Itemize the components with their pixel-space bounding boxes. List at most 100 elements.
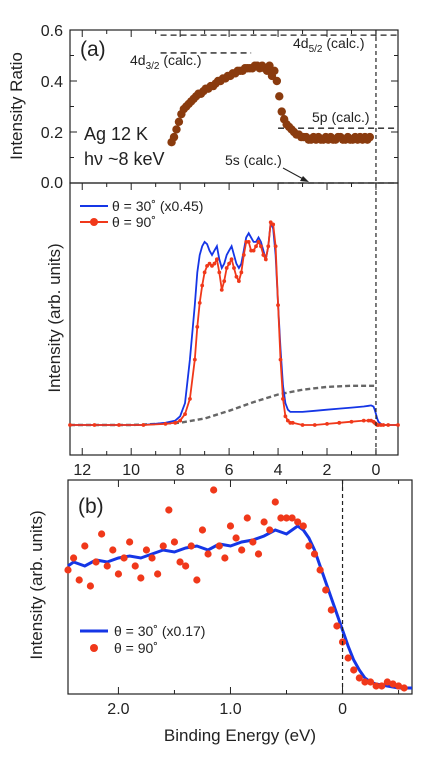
ratio-data-point bbox=[169, 132, 179, 142]
calc-level-lines bbox=[160, 34, 398, 184]
panel-b-point-theta-90 bbox=[198, 526, 207, 534]
panel-b-point-theta-90 bbox=[131, 562, 139, 570]
spectra-x-tick-label: 10 bbox=[122, 462, 140, 479]
spectra-x-tick-label: 0 bbox=[372, 462, 381, 479]
series-point-theta-90 bbox=[219, 287, 224, 292]
annotation-5p: 5p (calc.) bbox=[312, 109, 370, 125]
panel-b-point-theta-90 bbox=[148, 554, 156, 562]
series-point-theta-90 bbox=[210, 263, 214, 268]
panel-b-point-theta-90 bbox=[243, 514, 251, 522]
panel-b-point-theta-90 bbox=[159, 542, 167, 550]
sample-info-line2: hν ~8 keV bbox=[84, 149, 165, 169]
spectra-x-tick-label: 12 bbox=[73, 462, 91, 479]
panel-b-point-theta-90 bbox=[282, 514, 291, 522]
panel-b-x-tick-label: 0 bbox=[338, 701, 347, 718]
legend-marker-90deg-b bbox=[90, 644, 98, 652]
series-point-theta-90 bbox=[205, 263, 209, 268]
ratio-data-point bbox=[275, 92, 284, 101]
annotation-4d52: 4d5/2 (calc.) bbox=[293, 35, 364, 55]
series-point-theta-90 bbox=[276, 303, 280, 307]
series-point-theta-90 bbox=[222, 279, 227, 284]
series-point-theta-90 bbox=[281, 396, 285, 401]
series-line-theta-30 bbox=[70, 221, 398, 426]
series-point-theta-90 bbox=[212, 261, 217, 266]
series-point-theta-90 bbox=[271, 222, 276, 227]
panel-b-point-theta-90 bbox=[193, 576, 201, 584]
panel-b-point-theta-90 bbox=[316, 566, 324, 574]
panel-b-point-theta-90 bbox=[182, 562, 190, 570]
series-point-theta-90 bbox=[200, 283, 205, 288]
series-point-theta-90 bbox=[234, 274, 239, 279]
series-point-theta-90 bbox=[386, 423, 391, 427]
series-point-theta-90 bbox=[300, 423, 305, 427]
series-point-theta-90 bbox=[246, 239, 251, 244]
legend-marker-90deg bbox=[90, 218, 98, 226]
series-point-theta-90 bbox=[195, 325, 200, 329]
panel-b-plot-frame bbox=[67, 479, 413, 695]
panel-b-x-tick-labels: 2.0 1.0 0 bbox=[107, 701, 347, 718]
panel-b-point-theta-90 bbox=[109, 546, 117, 554]
background-dashed-curve bbox=[70, 384, 376, 427]
panel-b-point-theta-90 bbox=[260, 518, 268, 526]
panel-b-point-theta-90 bbox=[142, 546, 151, 554]
panel-a-spectra: 12 10 8 6 4 2 0 Intensity (arb. units) θ = 30˚… bbox=[45, 182, 400, 479]
annotation-4d32: 4d3/2 (calc.) bbox=[130, 52, 201, 72]
panel-b-point-theta-90 bbox=[210, 486, 218, 494]
panel-b-point-theta-90 bbox=[366, 678, 375, 686]
ratio-data-point bbox=[272, 76, 282, 86]
series-point-theta-90 bbox=[202, 270, 207, 275]
panel-b-point-theta-90 bbox=[344, 654, 352, 662]
ratio-data-point bbox=[277, 107, 286, 116]
panel-b-point-theta-90 bbox=[271, 498, 279, 506]
panel-b-point-theta-90 bbox=[378, 682, 386, 690]
series-point-theta-90 bbox=[349, 419, 354, 424]
panel-b-point-theta-90 bbox=[400, 684, 408, 692]
series-point-theta-90 bbox=[227, 261, 232, 266]
series-point-theta-90 bbox=[229, 257, 234, 262]
panel-b-point-theta-90 bbox=[81, 542, 89, 550]
panel-b-point-theta-90 bbox=[305, 542, 313, 550]
series-point-theta-90 bbox=[192, 357, 197, 362]
panel-b-point-theta-90 bbox=[86, 582, 95, 590]
spectra-x-tick-labels: 12 10 8 6 4 2 0 bbox=[73, 462, 380, 479]
panel-b-point-theta-90 bbox=[277, 514, 285, 522]
series-point-theta-90 bbox=[361, 418, 366, 423]
panel-b-point-theta-90 bbox=[204, 550, 212, 558]
panel-b-point-theta-90 bbox=[288, 514, 296, 522]
panel-b-point-theta-90 bbox=[350, 666, 358, 674]
panel-b-point-theta-90 bbox=[126, 538, 134, 546]
series-point-theta-90 bbox=[254, 244, 258, 249]
panel-b-point-theta-90 bbox=[226, 522, 235, 530]
panel-b-line-theta-30 bbox=[67, 524, 412, 690]
panel-label-b: (b) bbox=[78, 495, 104, 518]
panel-b-point-theta-90 bbox=[98, 530, 106, 538]
legend-label-30deg: θ = 30˚ (x0.45) bbox=[112, 198, 203, 214]
series-point-theta-90 bbox=[224, 266, 229, 270]
series-point-theta-90 bbox=[266, 244, 271, 249]
series-point-theta-90 bbox=[141, 423, 146, 427]
ratio-points bbox=[167, 61, 375, 147]
panel-b-point-theta-90 bbox=[120, 554, 128, 562]
panel-b-point-theta-90 bbox=[238, 546, 246, 554]
panel-b-point-theta-90 bbox=[137, 574, 145, 582]
series-point-theta-90 bbox=[261, 253, 266, 257]
panel-b-point-theta-90 bbox=[372, 682, 380, 690]
spectra-legend: θ = 30˚ (x0.45) θ = 90˚ bbox=[80, 198, 203, 230]
panel-b-point-theta-90 bbox=[75, 576, 83, 584]
series-point-theta-90 bbox=[263, 257, 268, 262]
panel-b-point-theta-90 bbox=[266, 526, 274, 534]
series-point-theta-90 bbox=[290, 420, 295, 425]
panel-b-x-tick-label: 1.0 bbox=[219, 701, 241, 718]
spectra-x-tick-label: 8 bbox=[176, 462, 185, 479]
panel-b-point-theta-90 bbox=[394, 682, 403, 690]
legend-label-90deg-b: θ = 90˚ bbox=[114, 640, 158, 656]
series-point-theta-90 bbox=[251, 248, 256, 253]
panel-b-series bbox=[64, 486, 412, 692]
legend-label-90deg: θ = 90˚ bbox=[112, 214, 156, 230]
panel-b-point-theta-90 bbox=[322, 586, 330, 594]
panel-b-point-theta-90 bbox=[355, 674, 363, 682]
series-point-theta-90 bbox=[283, 414, 288, 419]
series-point-theta-90 bbox=[232, 266, 236, 270]
series-point-theta-90 bbox=[92, 423, 97, 427]
